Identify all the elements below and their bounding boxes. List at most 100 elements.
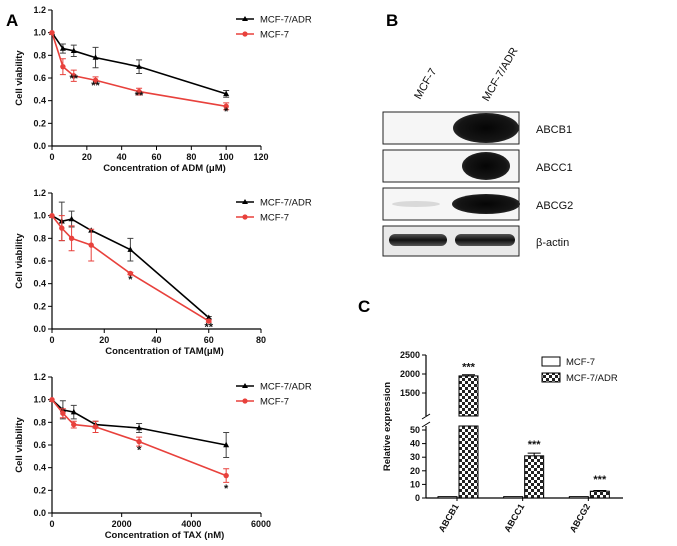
- bar: [589, 490, 610, 499]
- legend-entry: MCF-7/ADR: [236, 198, 312, 209]
- bar: [437, 496, 458, 499]
- x-tick-label: 6000: [251, 519, 271, 529]
- x-tick-label: 0: [49, 152, 54, 162]
- data-point: [205, 314, 212, 320]
- bar: [503, 496, 524, 499]
- data-point: [49, 212, 55, 219]
- legend-entry: MCF-7: [541, 356, 595, 368]
- data-point: [88, 242, 94, 248]
- data-point: [223, 103, 229, 110]
- series-line: [51, 32, 227, 95]
- data-point: [223, 90, 230, 97]
- data-point: [206, 318, 212, 324]
- legend-marker: [242, 214, 248, 220]
- data-point: [92, 54, 99, 60]
- data-point: [59, 225, 65, 231]
- legend-entry: MCF-7: [236, 397, 289, 408]
- series-line: [51, 214, 210, 319]
- blot-strip-abcc1: [382, 149, 520, 183]
- y-tick-label: 1500: [400, 388, 420, 398]
- legend-entry: MCF-7: [236, 30, 289, 41]
- y-tick-label: 0.0: [33, 324, 46, 334]
- blot-strip-abcb1: [382, 111, 520, 145]
- y-tick-label: 1.2: [33, 188, 46, 198]
- legend-marker: [242, 398, 248, 404]
- panel-label-b: B: [386, 11, 398, 30]
- blot-label-actin: β-actin: [536, 237, 569, 249]
- x-tick-label: 80: [256, 335, 266, 345]
- x-tick-label: ABCC1: [502, 502, 526, 534]
- significance-label: **: [69, 73, 78, 85]
- legend-label: MCF-7/ADR: [260, 15, 312, 26]
- y-tick-label: 2500: [400, 350, 420, 360]
- data-point: [223, 472, 229, 479]
- x-tick-label: 20: [82, 152, 92, 162]
- y-tick-label: 0.4: [33, 279, 46, 289]
- x-tick-label: 60: [204, 335, 214, 345]
- series-line: [51, 32, 227, 108]
- y-tick-label: 0.0: [33, 141, 46, 151]
- y-tick-label: 0.4: [33, 463, 46, 473]
- data-point: [223, 441, 230, 448]
- tax-viability-chart: 0.0 0.2 0.4 0.6 0.8 1.0 1.2 0 2000 4000 6000 Concen…: [14, 372, 312, 541]
- error-bar: [527, 452, 541, 456]
- x-tick-label: ABCG2: [568, 502, 592, 534]
- data-point: [70, 47, 77, 53]
- expression-bar-chart: 1500 2000 2500 0 10 20 30 40 50 Relative expressi…: [382, 350, 623, 534]
- data-point: [70, 408, 77, 415]
- legend-entry: MCF-7: [236, 213, 289, 224]
- data-point: [59, 45, 66, 51]
- axis-break-mark: [421, 413, 431, 428]
- x-tick-label: 80: [186, 152, 196, 162]
- significance-label: ***: [462, 361, 476, 373]
- panel-label-c: C: [358, 297, 370, 316]
- significance-label: **: [91, 80, 100, 92]
- significance-label: ***: [593, 474, 607, 486]
- data-point: [136, 424, 143, 431]
- y-tick-label: 0.8: [33, 233, 46, 243]
- legend-entry: MCF-7/ADR: [236, 15, 312, 26]
- x-tick-label: 40: [117, 152, 127, 162]
- legend-label: MCF-7: [260, 397, 289, 408]
- series-mcf7adr: [49, 29, 230, 98]
- x-axis-title: Concentration of ADM (μM): [103, 163, 226, 174]
- legend-entry: MCF-7/ADR: [541, 372, 618, 384]
- panel-label-a: A: [6, 11, 18, 30]
- x-tick-label: 120: [253, 152, 268, 162]
- y-tick-label: 0.4: [33, 96, 46, 106]
- x-tick-label: 100: [219, 152, 234, 162]
- significance-label: *: [137, 445, 142, 457]
- legend-swatch: [541, 356, 561, 367]
- y-tick-label: 20: [410, 466, 420, 476]
- significance-label: *: [224, 483, 229, 495]
- data-point: [136, 63, 143, 69]
- series-line: [51, 399, 227, 477]
- series-line: [51, 399, 227, 446]
- data-point: [92, 77, 99, 83]
- y-tick-label: 10: [410, 479, 420, 489]
- legend-label: MCF-7: [566, 357, 595, 368]
- blot-label-abcb1: ABCB1: [536, 124, 572, 136]
- data-point: [136, 438, 142, 445]
- data-point: [49, 29, 55, 36]
- y-axis-title: Cell viability: [14, 417, 25, 473]
- x-tick-label: 0: [49, 519, 54, 529]
- legend-entry: MCF-7/ADR: [236, 382, 312, 393]
- data-point: [49, 396, 55, 403]
- significance-label: **: [135, 90, 144, 102]
- x-tick-label: ABCB1: [437, 502, 461, 534]
- legend-marker: [242, 16, 248, 21]
- x-tick-label: 2000: [112, 519, 132, 529]
- series-mcf7: [49, 29, 230, 111]
- legend-label: MCF-7/ADR: [566, 373, 618, 384]
- y-tick-label: 0.6: [33, 440, 46, 450]
- legend-marker: [242, 31, 248, 37]
- data-point: [60, 410, 66, 416]
- y-tick-label: 0.2: [33, 118, 46, 128]
- western-blot: MCF-7 MCF-7/ADR ABCB1 ABCC1 ABCG2 β-acti…: [382, 46, 573, 257]
- x-tick-label: 4000: [181, 519, 201, 529]
- y-tick-label: 1.2: [33, 5, 46, 15]
- legend-swatch: [541, 372, 561, 383]
- legend-label: MCF-7/ADR: [260, 198, 312, 209]
- x-tick-label: 40: [151, 335, 161, 345]
